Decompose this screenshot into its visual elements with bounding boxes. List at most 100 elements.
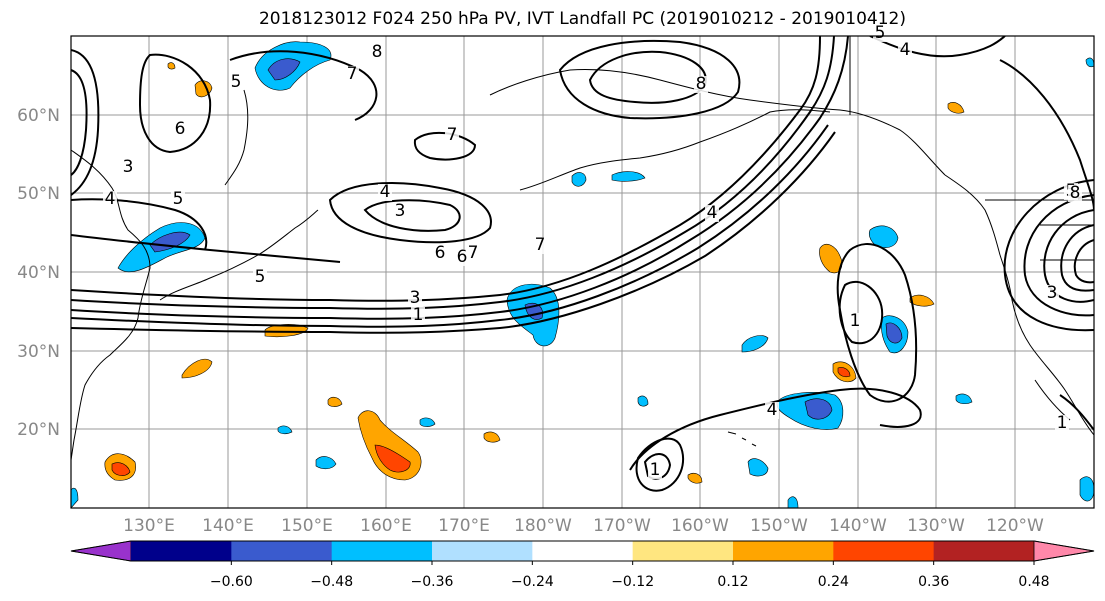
contour-label-bg — [229, 74, 243, 91]
lon-label: 130°E — [123, 516, 175, 536]
fill-patch-darkblue — [804, 398, 833, 420]
colorbar-segment — [933, 541, 1035, 561]
contour-label: 1 — [650, 460, 661, 480]
contour-label: 4 — [105, 189, 116, 209]
colorbar-tick-label: 0.36 — [918, 574, 949, 590]
fill-patch-blue — [1079, 476, 1094, 502]
contour-label-bg — [173, 121, 187, 138]
fill-patch-orange — [947, 102, 965, 114]
map-frame — [70, 35, 1095, 509]
fill-patch-blue — [955, 393, 973, 405]
colorbar-tick-label: 0.48 — [1018, 574, 1049, 590]
contour-label-bg — [694, 76, 708, 93]
lon-label: 180°W — [514, 516, 572, 536]
coastlines — [71, 36, 1094, 461]
contour-label-bg — [705, 205, 719, 222]
fill-patch-blue — [741, 335, 769, 353]
lon-label: 130°W — [907, 516, 965, 536]
contour-label-bg — [408, 290, 422, 307]
colorbar-extend-low — [70, 540, 132, 562]
colorbar-segment — [833, 541, 935, 561]
lon-label: 160°W — [671, 516, 729, 536]
contour-label: 7 — [447, 125, 458, 145]
fill-patch-red — [111, 462, 131, 476]
border-us-states — [1040, 224, 1094, 261]
fill-patch-blue — [419, 417, 436, 427]
contour-label-bg — [345, 66, 359, 83]
contour-label: 4 — [767, 400, 778, 420]
fill-patch-blue — [315, 456, 337, 470]
contour-label: 6 — [175, 119, 186, 139]
colorbar-segment — [733, 541, 834, 561]
contour-line — [71, 124, 829, 328]
contour-line — [328, 182, 492, 244]
fill-patch-orange — [167, 62, 176, 70]
pv-anomaly-fills — [71, 41, 1094, 508]
colorbar-segment — [432, 541, 533, 561]
contour-label-bg — [1045, 285, 1059, 302]
contour-label: 8 — [696, 74, 707, 94]
contour-line — [1073, 239, 1094, 284]
contour-label: 7 — [468, 243, 479, 263]
colorbar-tick-label: −0.48 — [310, 574, 353, 590]
contour-label-bg — [378, 184, 392, 201]
lon-labels: 130°E 140°E 150°E 160°E 170°E 180°W 170°… — [123, 516, 1044, 536]
contour-line — [558, 39, 741, 120]
colorbar-tick-label: 0.24 — [818, 574, 849, 590]
contour-line — [1060, 224, 1094, 292]
fill-patch-blue — [611, 171, 646, 182]
contour-label-bg — [433, 245, 447, 262]
contour-line — [229, 50, 378, 121]
contour-label: 5 — [875, 23, 886, 43]
contour-label-bg — [171, 191, 185, 208]
contour-line — [1003, 179, 1094, 332]
colorbar-segment — [131, 541, 232, 561]
lon-label: 120°W — [986, 516, 1044, 536]
contour-line — [363, 199, 461, 232]
lon-label: 170°E — [438, 516, 490, 536]
lon-label: 140°W — [829, 516, 887, 536]
contour-line — [71, 49, 100, 196]
contour-line — [629, 387, 922, 471]
colorbar-tick-label: 0.12 — [717, 574, 748, 590]
fill-patch-darkblue — [149, 231, 191, 253]
coastline-kamchatka — [224, 89, 249, 186]
fill-patch-blue — [787, 496, 799, 508]
contour-label: 3 — [1047, 283, 1058, 303]
contour-label: 4 — [380, 182, 391, 202]
contour-line — [413, 131, 477, 161]
contour-line — [71, 36, 835, 310]
contour-label-bg — [370, 44, 384, 61]
fill-patch-darkblue — [885, 322, 903, 344]
contour-label: 5 — [173, 189, 184, 209]
contour-line — [1023, 194, 1094, 317]
contour-label-bg — [1055, 415, 1069, 432]
lon-label: 140°E — [202, 516, 254, 536]
fill-patch-blue — [868, 225, 899, 248]
hawaii-islands — [727, 431, 757, 447]
contour-line — [1059, 394, 1094, 431]
fill-patch-red — [837, 367, 851, 378]
fill-patch-blue — [277, 425, 293, 435]
fill-patch-blue — [637, 395, 649, 407]
fill-patch-orange — [327, 396, 343, 407]
lon-label: 150°W — [750, 516, 808, 536]
contour-label: 1 — [850, 311, 861, 331]
contour-line — [838, 280, 884, 345]
contour-label-bg — [848, 313, 862, 330]
coastline-alaska — [489, 69, 946, 176]
lat-labels: 60°N 50°N 40°N 30°N 20°N — [17, 106, 60, 440]
contour-label-bg — [466, 245, 480, 262]
contour-line — [71, 234, 341, 263]
fill-patch-orange — [687, 472, 703, 484]
contour-label-bg — [765, 402, 779, 419]
pv-contours — [71, 36, 1094, 492]
map-title: 2018123012 F024 250 hPa PV, IVT Landfall… — [258, 9, 906, 29]
colorbar-outline — [70, 540, 1095, 562]
fill-patch-red — [374, 444, 411, 473]
contour-label: 4 — [707, 203, 718, 223]
contour-label-bg — [411, 307, 425, 324]
contour-label: 8 — [372, 42, 383, 62]
colorbar-extend-high — [1033, 540, 1095, 562]
